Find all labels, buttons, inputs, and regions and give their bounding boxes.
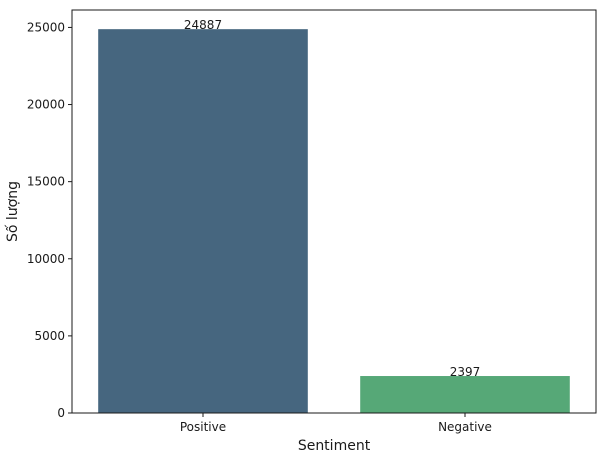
x-axis-title: Sentiment xyxy=(298,438,371,454)
x-tick-label-negative: Negative xyxy=(438,420,492,434)
x-tick-label-positive: Positive xyxy=(180,420,226,434)
bar-positive xyxy=(98,29,308,413)
data-label-positive: 24887 xyxy=(184,18,222,32)
bars-group xyxy=(98,29,570,413)
data-label-negative: 2397 xyxy=(450,365,481,379)
x-axis: Positive Negative xyxy=(180,413,492,434)
plot-frame xyxy=(71,9,597,414)
y-axis: 0 5000 10000 15000 20000 25000 xyxy=(27,20,72,420)
y-axis-title: Số lượng xyxy=(4,181,21,242)
y-tick-label: 0 xyxy=(57,406,65,420)
bar-negative xyxy=(360,376,570,413)
y-tick-label: 15000 xyxy=(27,175,65,189)
y-tick-label: 5000 xyxy=(34,329,65,343)
data-labels-group: 24887 2397 xyxy=(184,18,480,379)
y-tick-label: 25000 xyxy=(27,20,65,34)
y-tick-label: 20000 xyxy=(27,98,65,112)
y-tick-label: 10000 xyxy=(27,252,65,266)
